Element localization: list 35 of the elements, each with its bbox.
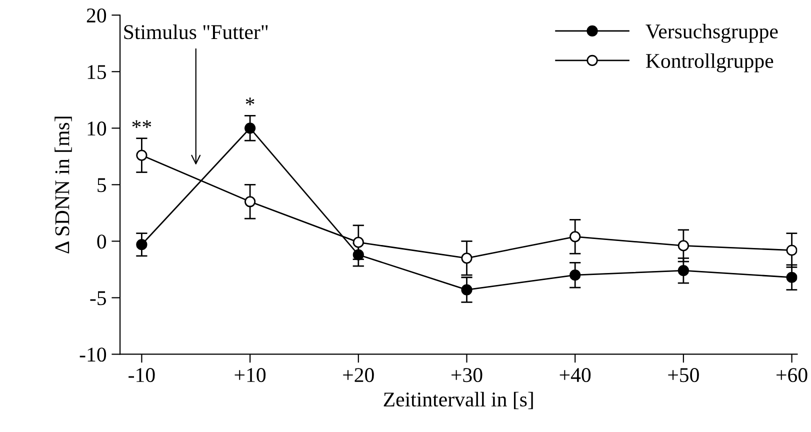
y-tick-label: 20	[86, 8, 106, 23]
x-tick-label: +40	[560, 368, 591, 382]
y-tick-label: -5	[90, 291, 106, 306]
point	[244, 122, 256, 134]
y-tick-label: 10	[88, 122, 106, 136]
x-tick-label: -10	[128, 368, 155, 382]
point	[352, 236, 364, 248]
point	[136, 150, 148, 161]
annotation: *	[246, 98, 254, 106]
point	[678, 265, 689, 276]
x-tick-label: +30	[451, 368, 482, 382]
point	[570, 270, 581, 281]
point	[136, 239, 148, 250]
x-tick-label: +20	[343, 368, 374, 382]
y-tick-label: 15	[88, 65, 106, 80]
x-tick-label: +10	[234, 368, 266, 382]
point	[678, 240, 689, 252]
y-tick-label: -10	[80, 348, 106, 362]
point	[570, 231, 581, 242]
point	[786, 244, 798, 256]
x-tick-label: +50	[668, 368, 699, 382]
x-axis-title: Zeitintervall in [s]	[384, 392, 533, 410]
x-tick-label: +60	[776, 368, 808, 382]
y-tick-label: 5	[98, 178, 106, 192]
point	[461, 252, 472, 264]
point	[352, 249, 364, 260]
y-axis-title: Δ SDNN in [ms]	[54, 116, 72, 254]
annotation: Stimulus "Futter"	[124, 24, 268, 40]
point	[786, 272, 798, 283]
point	[244, 196, 256, 208]
y-tick-label: 0	[97, 234, 106, 249]
point	[461, 284, 472, 296]
legend-label: Kontrollgruppe	[646, 53, 774, 72]
annotation: **	[132, 120, 152, 128]
legend-label: Versuchsgruppe	[646, 24, 778, 43]
